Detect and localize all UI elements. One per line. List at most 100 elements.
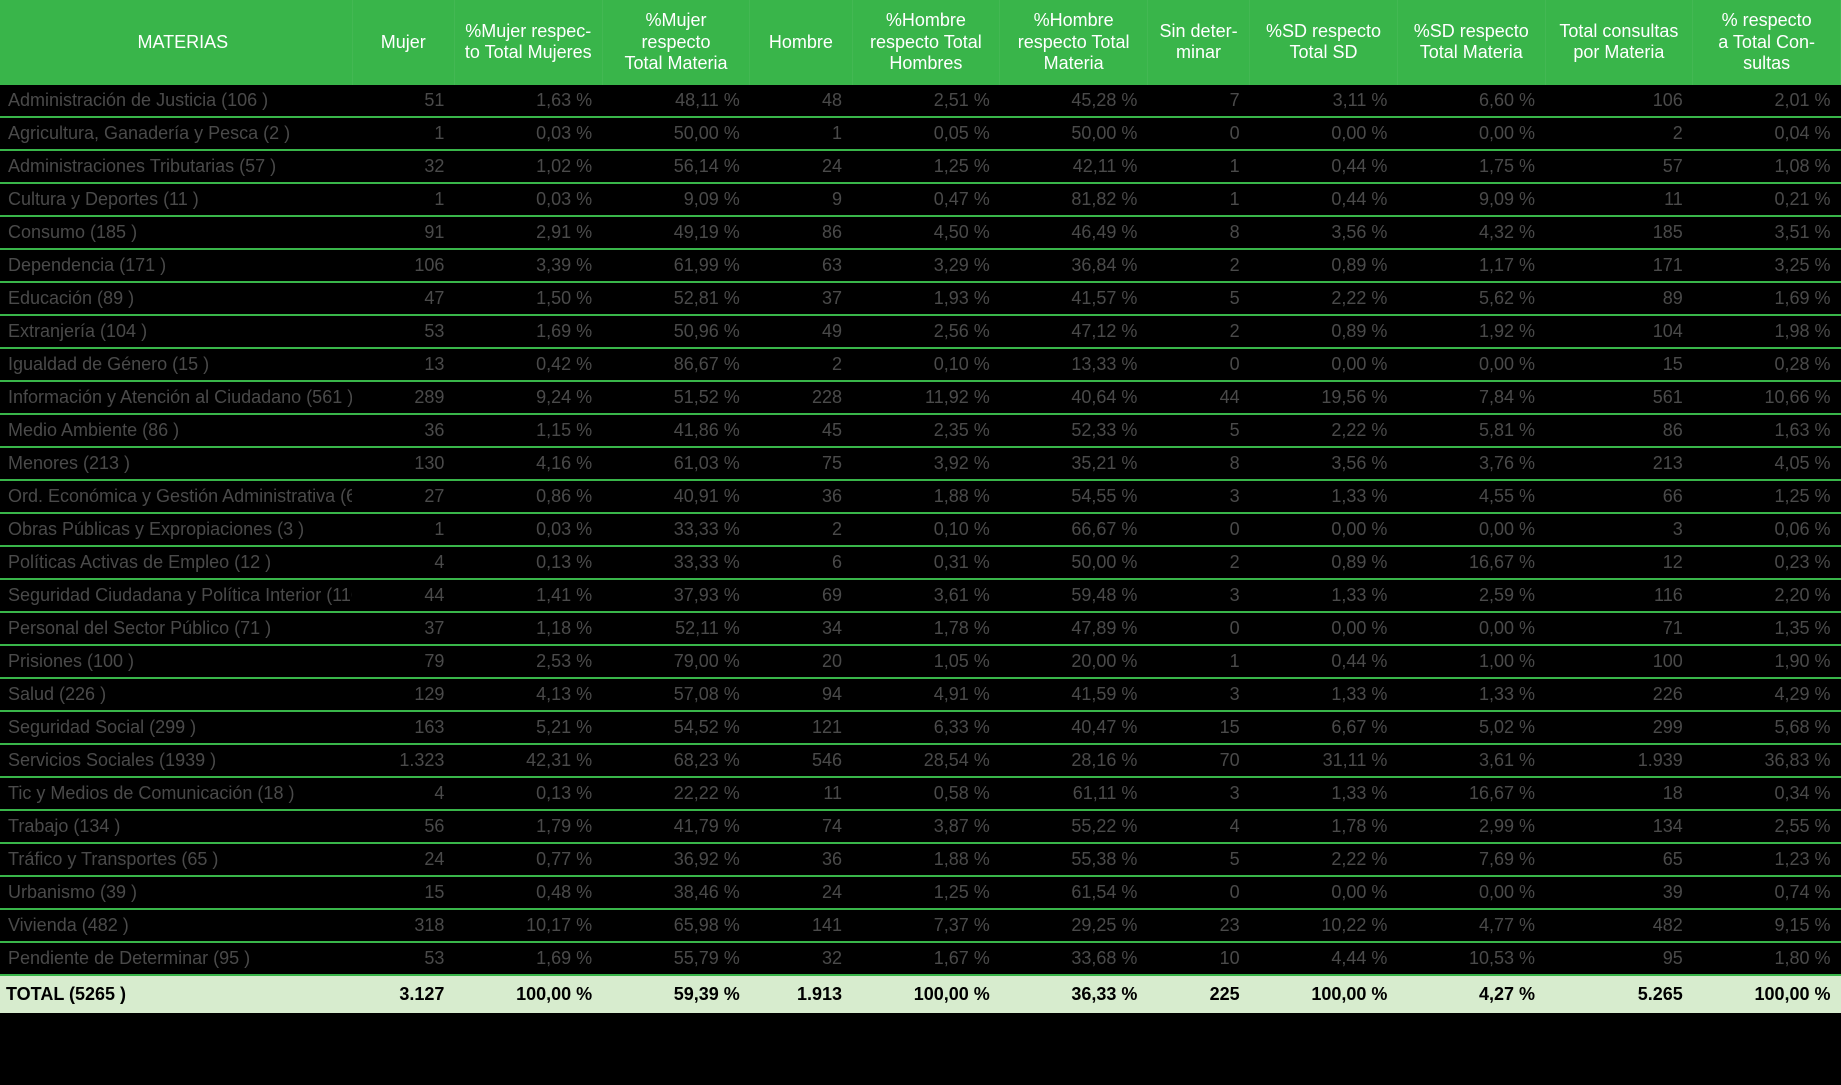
value-cell: 1,80 % <box>1693 942 1841 975</box>
table-row: Vivienda (482 )31810,17 %65,98 %1417,37 … <box>0 909 1841 942</box>
value-cell: 0,00 % <box>1397 117 1545 150</box>
table-row: Medio Ambiente (86 )361,15 %41,86 %452,3… <box>0 414 1841 447</box>
value-cell: 36,83 % <box>1693 744 1841 777</box>
value-cell: 0,44 % <box>1250 645 1398 678</box>
value-cell: 47,12 % <box>1000 315 1148 348</box>
table-row: Seguridad Ciudadana y Política Interior … <box>0 579 1841 612</box>
value-cell: 86,67 % <box>602 348 750 381</box>
value-cell: 213 <box>1545 447 1693 480</box>
value-cell: 1,35 % <box>1693 612 1841 645</box>
materia-cell: Administraciones Tributarias (57 ) <box>0 150 352 183</box>
value-cell: 0,44 % <box>1250 150 1398 183</box>
value-cell: 0,03 % <box>454 117 602 150</box>
value-cell: 8 <box>1147 447 1249 480</box>
table-row: Menores (213 )1304,16 %61,03 %753,92 %35… <box>0 447 1841 480</box>
value-cell: 29,25 % <box>1000 909 1148 942</box>
value-cell: 129 <box>352 678 454 711</box>
total-value: 59,39 % <box>602 975 750 1013</box>
value-cell: 4,50 % <box>852 216 1000 249</box>
value-cell: 2 <box>750 513 852 546</box>
value-cell: 0,77 % <box>454 843 602 876</box>
value-cell: 0,13 % <box>454 546 602 579</box>
value-cell: 86 <box>750 216 852 249</box>
value-cell: 2,22 % <box>1250 282 1398 315</box>
value-cell: 1 <box>352 513 454 546</box>
value-cell: 1,78 % <box>1250 810 1398 843</box>
value-cell: 52,11 % <box>602 612 750 645</box>
value-cell: 0,00 % <box>1250 348 1398 381</box>
value-cell: 0,00 % <box>1397 348 1545 381</box>
value-cell: 4,55 % <box>1397 480 1545 513</box>
value-cell: 0,00 % <box>1397 513 1545 546</box>
value-cell: 1,88 % <box>852 843 1000 876</box>
total-value: 5.265 <box>1545 975 1693 1013</box>
value-cell: 3 <box>1147 678 1249 711</box>
value-cell: 86 <box>1545 414 1693 447</box>
col-header-4: Hombre <box>750 0 852 85</box>
value-cell: 95 <box>1545 942 1693 975</box>
value-cell: 1,98 % <box>1693 315 1841 348</box>
value-cell: 9 <box>750 183 852 216</box>
materia-cell: Consumo (185 ) <box>0 216 352 249</box>
value-cell: 6,67 % <box>1250 711 1398 744</box>
value-cell: 53 <box>352 942 454 975</box>
value-cell: 33,33 % <box>602 513 750 546</box>
total-value: 36,33 % <box>1000 975 1148 1013</box>
materias-table: MATERIASMujer%Mujer respec-to Total Muje… <box>0 0 1841 1013</box>
col-header-6: %Hombrerespecto TotalMateria <box>1000 0 1148 85</box>
value-cell: 0,04 % <box>1693 117 1841 150</box>
value-cell: 4,29 % <box>1693 678 1841 711</box>
value-cell: 0,00 % <box>1250 117 1398 150</box>
table-row: Servicios Sociales (1939 )1.32342,31 %68… <box>0 744 1841 777</box>
value-cell: 1 <box>1147 183 1249 216</box>
value-cell: 1,25 % <box>852 876 1000 909</box>
value-cell: 4,32 % <box>1397 216 1545 249</box>
value-cell: 1.939 <box>1545 744 1693 777</box>
materia-cell: Igualdad de Género (15 ) <box>0 348 352 381</box>
value-cell: 5 <box>1147 843 1249 876</box>
value-cell: 7 <box>1147 85 1249 117</box>
value-cell: 61,03 % <box>602 447 750 480</box>
value-cell: 47,89 % <box>1000 612 1148 645</box>
value-cell: 9,09 % <box>1397 183 1545 216</box>
value-cell: 5 <box>1147 414 1249 447</box>
value-cell: 1,90 % <box>1693 645 1841 678</box>
value-cell: 4 <box>352 777 454 810</box>
value-cell: 8 <box>1147 216 1249 249</box>
value-cell: 1,05 % <box>852 645 1000 678</box>
value-cell: 47 <box>352 282 454 315</box>
table-row: Información y Atención al Ciudadano (561… <box>0 381 1841 414</box>
value-cell: 1,79 % <box>454 810 602 843</box>
value-cell: 39 <box>1545 876 1693 909</box>
value-cell: 0,28 % <box>1693 348 1841 381</box>
value-cell: 11,92 % <box>852 381 1000 414</box>
table-row: Agricultura, Ganadería y Pesca (2 )10,03… <box>0 117 1841 150</box>
value-cell: 2,99 % <box>1397 810 1545 843</box>
value-cell: 89 <box>1545 282 1693 315</box>
value-cell: 0,00 % <box>1397 876 1545 909</box>
value-cell: 228 <box>750 381 852 414</box>
value-cell: 40,64 % <box>1000 381 1148 414</box>
value-cell: 44 <box>1147 381 1249 414</box>
value-cell: 3,51 % <box>1693 216 1841 249</box>
materia-cell: Cultura y Deportes (11 ) <box>0 183 352 216</box>
value-cell: 1,63 % <box>454 85 602 117</box>
value-cell: 71 <box>1545 612 1693 645</box>
value-cell: 318 <box>352 909 454 942</box>
value-cell: 1,92 % <box>1397 315 1545 348</box>
value-cell: 49 <box>750 315 852 348</box>
value-cell: 2,20 % <box>1693 579 1841 612</box>
value-cell: 3,61 % <box>1397 744 1545 777</box>
value-cell: 3 <box>1147 579 1249 612</box>
value-cell: 0,21 % <box>1693 183 1841 216</box>
value-cell: 41,79 % <box>602 810 750 843</box>
value-cell: 2,51 % <box>852 85 1000 117</box>
value-cell: 0,42 % <box>454 348 602 381</box>
value-cell: 0,86 % <box>454 480 602 513</box>
value-cell: 50,00 % <box>602 117 750 150</box>
value-cell: 31,11 % <box>1250 744 1398 777</box>
materia-cell: Menores (213 ) <box>0 447 352 480</box>
value-cell: 5,02 % <box>1397 711 1545 744</box>
materia-cell: Agricultura, Ganadería y Pesca (2 ) <box>0 117 352 150</box>
value-cell: 6,60 % <box>1397 85 1545 117</box>
